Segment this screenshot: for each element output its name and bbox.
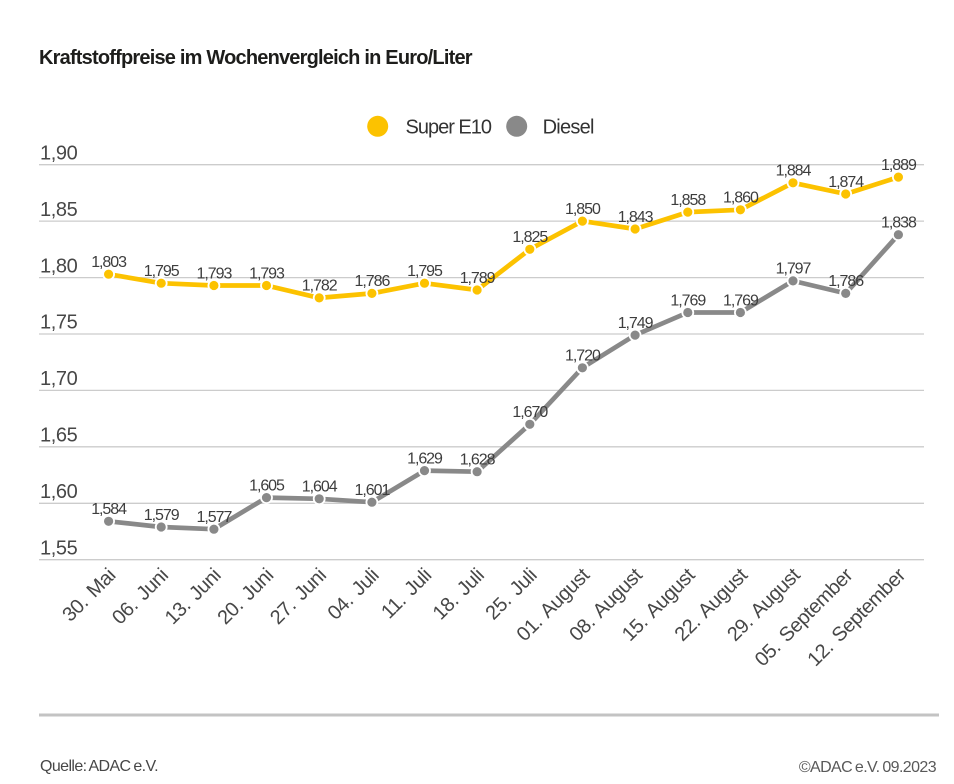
svg-text:1,670: 1,670	[512, 404, 548, 421]
svg-text:1,577: 1,577	[197, 509, 233, 526]
svg-text:1,884: 1,884	[776, 163, 812, 180]
svg-text:1,769: 1,769	[723, 292, 759, 309]
svg-text:1,60: 1,60	[40, 481, 78, 503]
svg-text:Super E10: Super E10	[406, 116, 492, 138]
svg-text:1,843: 1,843	[618, 209, 654, 226]
svg-text:1,80: 1,80	[40, 255, 78, 277]
svg-text:1,65: 1,65	[40, 425, 78, 447]
svg-text:1,838: 1,838	[881, 215, 917, 232]
svg-text:1,889: 1,889	[881, 157, 917, 174]
svg-text:1,70: 1,70	[40, 368, 78, 390]
svg-text:1,795: 1,795	[407, 263, 443, 280]
svg-text:1,601: 1,601	[355, 482, 391, 499]
svg-text:1,605: 1,605	[249, 477, 285, 494]
svg-text:1,850: 1,850	[565, 201, 601, 218]
svg-text:1,720: 1,720	[565, 348, 601, 365]
svg-text:1,793: 1,793	[197, 265, 233, 282]
svg-text:Quelle: ADAC e.V.: Quelle: ADAC e.V.	[40, 758, 158, 775]
svg-text:1,825: 1,825	[512, 229, 548, 246]
svg-text:1,90: 1,90	[40, 142, 78, 164]
svg-text:1,782: 1,782	[302, 278, 338, 295]
svg-text:1,860: 1,860	[723, 190, 759, 207]
svg-text:1,55: 1,55	[40, 537, 78, 559]
svg-text:1,584: 1,584	[91, 501, 127, 518]
svg-text:1,75: 1,75	[40, 312, 78, 334]
svg-text:1,629: 1,629	[407, 450, 443, 467]
svg-text:1,793: 1,793	[249, 265, 285, 282]
svg-text:1,789: 1,789	[460, 270, 496, 287]
svg-text:1,795: 1,795	[144, 263, 180, 280]
svg-text:1,858: 1,858	[670, 192, 706, 209]
svg-text:Diesel: Diesel	[543, 116, 594, 138]
svg-text:1,749: 1,749	[618, 315, 654, 332]
svg-text:Kraftstoffpreise im Wochenverg: Kraftstoffpreise im Wochenvergleich in E…	[39, 47, 473, 69]
svg-text:1,797: 1,797	[776, 261, 812, 278]
svg-text:1,786: 1,786	[355, 273, 391, 290]
svg-text:1,769: 1,769	[670, 292, 706, 309]
svg-text:©ADAC e.V. 09.2023: ©ADAC e.V. 09.2023	[799, 759, 937, 776]
svg-text:1,604: 1,604	[302, 479, 338, 496]
svg-text:1,579: 1,579	[144, 507, 180, 524]
svg-text:1,874: 1,874	[828, 174, 864, 191]
svg-text:1,85: 1,85	[40, 199, 78, 221]
svg-text:1,786: 1,786	[828, 273, 864, 290]
svg-text:1,628: 1,628	[460, 452, 496, 469]
svg-text:1,803: 1,803	[91, 254, 127, 271]
